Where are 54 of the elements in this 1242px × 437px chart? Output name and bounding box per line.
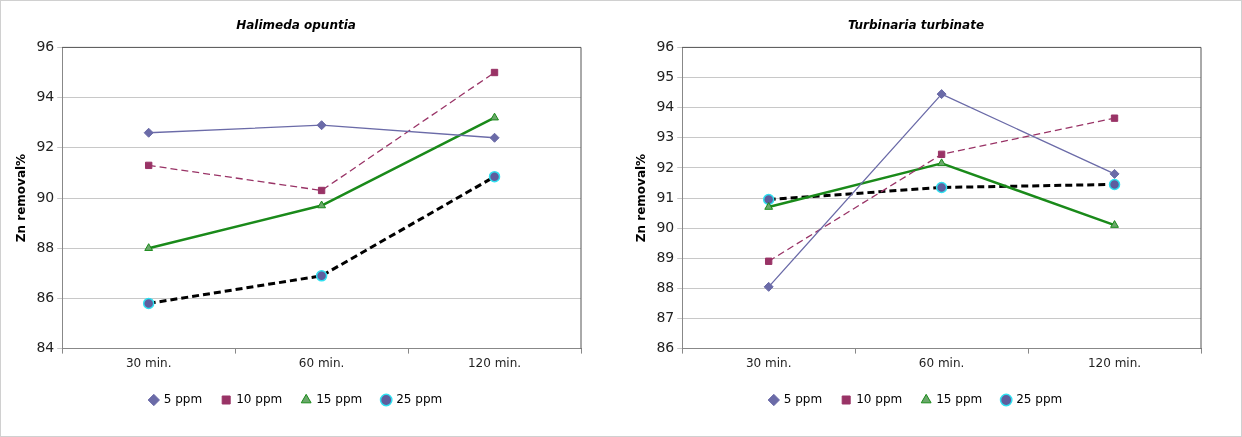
point [1110,220,1119,228]
point [490,112,499,121]
point [143,127,154,138]
y-tick-label: 84 [36,339,55,356]
y-tick-label: 90 [656,218,675,235]
y-tick-label: 92 [36,138,55,155]
point [1109,168,1120,179]
y-tick-label: 96 [36,38,55,55]
legend-label: 15 ppm [936,392,983,407]
legend-label: 5 ppm [163,392,203,407]
point [489,132,500,143]
y-tick-label: 90 [36,188,55,205]
point [490,68,499,77]
y-tick-label: 89 [656,248,675,265]
legend-label: 10 ppm [856,392,903,407]
y-tick-label: 94 [36,88,55,105]
y-tick-label: 86 [656,339,675,356]
legend-label: 25 ppm [396,392,443,407]
x-tick-label: 120 min. [1087,355,1142,370]
y-tick-label: 88 [36,238,55,255]
y-tick-label: 87 [656,309,675,326]
y-tick-label: 86 [36,289,55,306]
y-tick-label: 88 [656,279,675,295]
point [936,89,947,100]
point [1110,114,1119,122]
x-tick-label: 60 min. [918,355,965,370]
legend-label: 15 ppm [316,392,363,407]
chart-title: Halimeda opuntia [236,18,356,33]
point [764,202,774,210]
legend-label: 10 ppm [236,392,283,407]
x-tick-label: 60 min. [298,355,345,370]
point [763,281,774,292]
x-tick-label: 120 min. [467,355,522,370]
y-tick-label: 94 [656,98,675,115]
point [317,186,326,195]
y-tick-label: 95 [656,68,675,85]
point [937,158,946,167]
x-tick-label: 30 min. [745,355,792,370]
point [144,243,154,251]
point [937,150,946,159]
point [765,257,773,265]
point [317,200,326,209]
x-tick-label: 30 min. [125,355,172,370]
y-tick-label: 96 [656,38,675,55]
y-tick-label: 93 [656,128,675,145]
chart-title: Turbinaria turbinate [847,18,985,33]
y-tick-label: 91 [656,188,675,205]
point [145,161,153,170]
y-tick-label: 92 [656,158,675,175]
y-axis-title: Zn removal% [14,153,29,243]
legend-label: 25 ppm [1016,392,1063,407]
point [316,120,327,131]
legend-label: 5 ppm [783,392,823,407]
y-axis-title: Zn removal% [634,153,649,243]
